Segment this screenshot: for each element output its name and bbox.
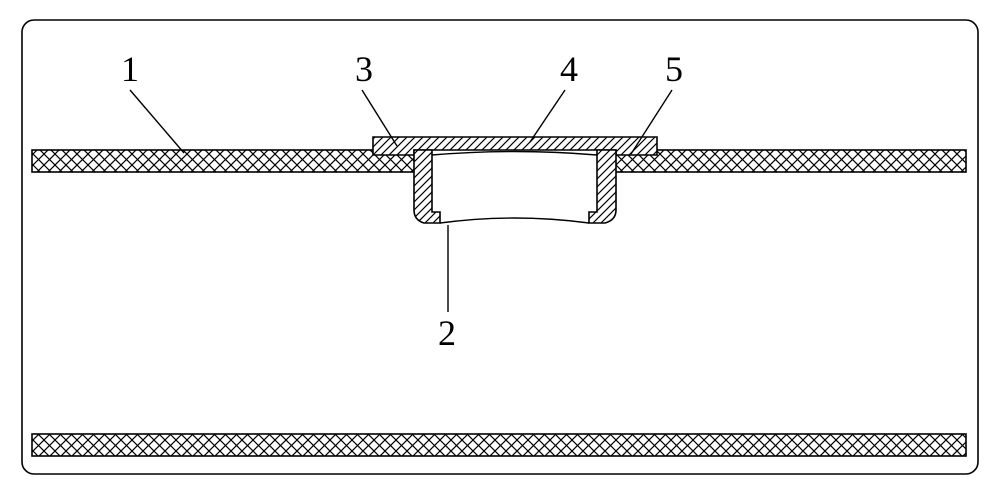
flange-left-wall bbox=[414, 150, 440, 223]
outer-frame bbox=[22, 20, 978, 474]
label-1: 1 bbox=[121, 48, 139, 90]
bottom-wall bbox=[32, 434, 966, 456]
top-wall-left bbox=[32, 150, 415, 172]
leader-4 bbox=[530, 90, 565, 142]
top-wall-right bbox=[614, 150, 966, 172]
label-3: 3 bbox=[355, 48, 373, 90]
leader-1 bbox=[130, 90, 184, 153]
label-2: 2 bbox=[438, 312, 456, 354]
flange-right-wall bbox=[589, 150, 616, 223]
inner-membrane bbox=[432, 152, 597, 224]
technical-diagram bbox=[0, 0, 1000, 500]
label-5: 5 bbox=[665, 48, 683, 90]
label-4: 4 bbox=[560, 48, 578, 90]
